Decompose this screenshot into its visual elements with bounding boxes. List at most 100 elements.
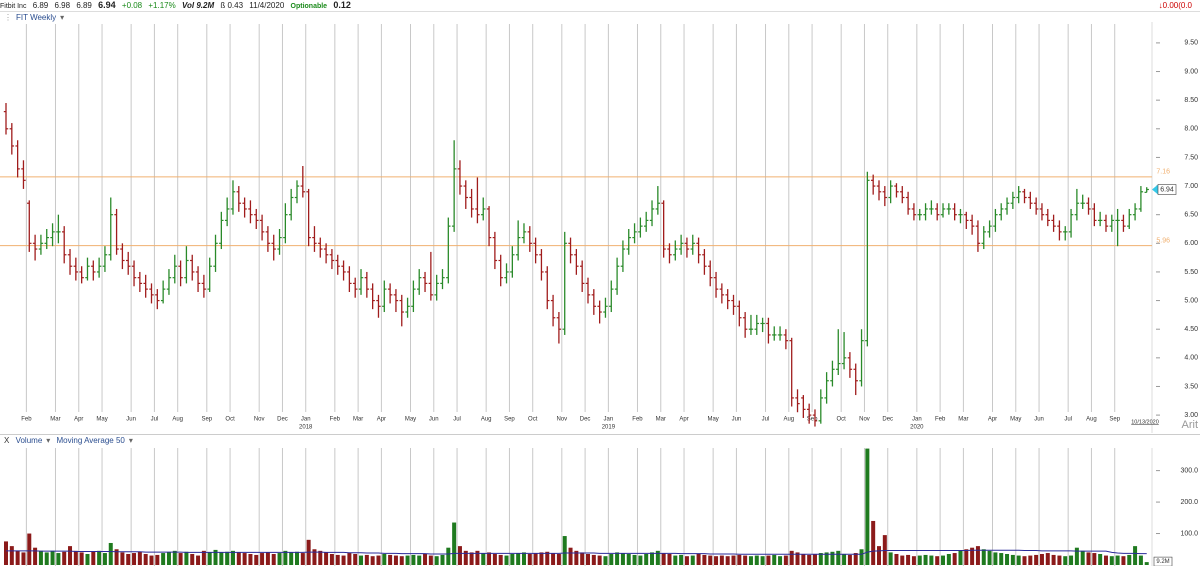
x-tick-label: Dec — [882, 417, 893, 423]
x-tick-label: Feb — [632, 417, 643, 423]
dropdown[interactable]: ▾ — [60, 13, 65, 22]
volume-bar — [277, 553, 282, 565]
x-tick-label: May — [405, 417, 416, 423]
right-quote: ↓0.00(0.0 — [1158, 1, 1192, 10]
volume-bar — [521, 552, 526, 565]
volume-bar — [911, 556, 916, 565]
volume-bar — [417, 555, 422, 565]
volume-bar — [975, 546, 980, 565]
volume-bar — [684, 556, 689, 565]
x-tick-label: May — [1010, 417, 1021, 423]
close-pane[interactable]: X — [4, 436, 10, 445]
volume-bar — [539, 552, 544, 565]
volume-bar — [120, 552, 125, 565]
volume-bar — [434, 556, 439, 565]
volume-bar — [329, 553, 334, 565]
volume-bar — [812, 553, 817, 565]
legend-volume[interactable]: Volume — [15, 436, 43, 445]
volume-bar — [300, 553, 305, 565]
volume-bar — [457, 546, 462, 565]
volume-bar — [236, 552, 241, 565]
x-tick-label: Mar — [656, 417, 666, 423]
volume-bar — [690, 555, 695, 565]
volume-bar — [568, 547, 573, 565]
volume-bar — [446, 547, 451, 565]
volume-bar — [609, 553, 614, 565]
volume-bar — [428, 555, 433, 565]
x-tick-label: Nov — [556, 417, 567, 423]
last-volume-label: 9.2M — [1156, 559, 1169, 565]
volume-bar — [114, 549, 119, 565]
volume-bar — [760, 556, 765, 565]
quote-header: Fitbit Inc 6.89 6.98 6.89 6.94 +0.08 +1.… — [0, 0, 1200, 12]
volume-bar — [225, 551, 230, 565]
volume-bar — [766, 555, 771, 565]
volume-bar — [213, 549, 218, 565]
volume-bar — [166, 552, 171, 565]
volume-bar — [795, 552, 800, 565]
volume-bar — [952, 553, 957, 565]
volume-bar — [265, 552, 270, 565]
volume-bar — [714, 556, 719, 565]
volume-bar — [370, 556, 375, 565]
volume-bar — [836, 550, 841, 565]
volume-bar — [824, 552, 829, 565]
x-tick-label: Jun — [126, 417, 136, 423]
volume-bar — [132, 553, 137, 565]
volume-bar — [143, 553, 148, 565]
volume-bar — [551, 553, 556, 565]
volume-bar — [108, 542, 113, 565]
dropdown[interactable]: ▾ — [46, 436, 51, 445]
dropdown[interactable]: ▾ — [128, 436, 133, 445]
volume-bar — [27, 533, 32, 565]
volume-bar — [673, 555, 678, 565]
volume-bar — [702, 554, 707, 565]
last-price-label: 6.94 — [1160, 186, 1174, 193]
volume-bar — [958, 550, 963, 565]
volume-bar — [853, 553, 858, 565]
y-tick-label: 200.0 — [1180, 499, 1198, 506]
volume-bar — [772, 554, 777, 565]
volume-bar — [1005, 553, 1010, 565]
volume-bar — [184, 551, 189, 565]
volume-bar — [981, 549, 986, 565]
x-tick-label: Feb — [21, 417, 32, 423]
volume-bar — [242, 553, 247, 565]
volume-bar — [865, 448, 870, 565]
volume-bar — [830, 551, 835, 565]
x-tick-label: Aug — [783, 417, 794, 423]
volume-bar — [1010, 554, 1015, 565]
volume-bar — [580, 552, 585, 565]
volume-bar — [597, 555, 602, 565]
volume-bar — [376, 555, 381, 565]
x-tick-label: Mar — [353, 417, 363, 423]
x-tick-label: Jan — [604, 417, 614, 423]
volume-bar — [1022, 556, 1027, 565]
optionable-label: Optionable — [290, 3, 328, 10]
pane-title[interactable]: FIT Weekly — [16, 13, 57, 22]
volume-bar — [50, 550, 55, 565]
volume-bar — [818, 553, 823, 565]
volume-bar — [632, 554, 637, 565]
volume-bar — [801, 553, 806, 565]
volume-bar — [248, 553, 253, 565]
volume-bar — [946, 553, 951, 565]
legend-ma[interactable]: Moving Average 50 — [56, 436, 125, 445]
volume-bar — [650, 552, 655, 565]
last-price-box — [1157, 184, 1177, 195]
volume-bar — [877, 546, 881, 565]
volume-bar — [941, 555, 946, 565]
x-tick-label: Feb — [330, 417, 341, 423]
y-tick-label: 7.00 — [1184, 183, 1198, 190]
volume-bar — [1098, 553, 1103, 565]
volume-bar — [667, 553, 672, 565]
volume-bar — [15, 550, 20, 565]
volume-bar — [260, 553, 265, 565]
volume-bar — [1092, 553, 1097, 565]
x-tick-label: Apr — [377, 417, 386, 423]
volume-bar — [917, 555, 922, 565]
volume-bar — [754, 555, 759, 565]
x-tick-label: Aug — [1086, 417, 1097, 423]
volume-bar — [68, 546, 73, 565]
